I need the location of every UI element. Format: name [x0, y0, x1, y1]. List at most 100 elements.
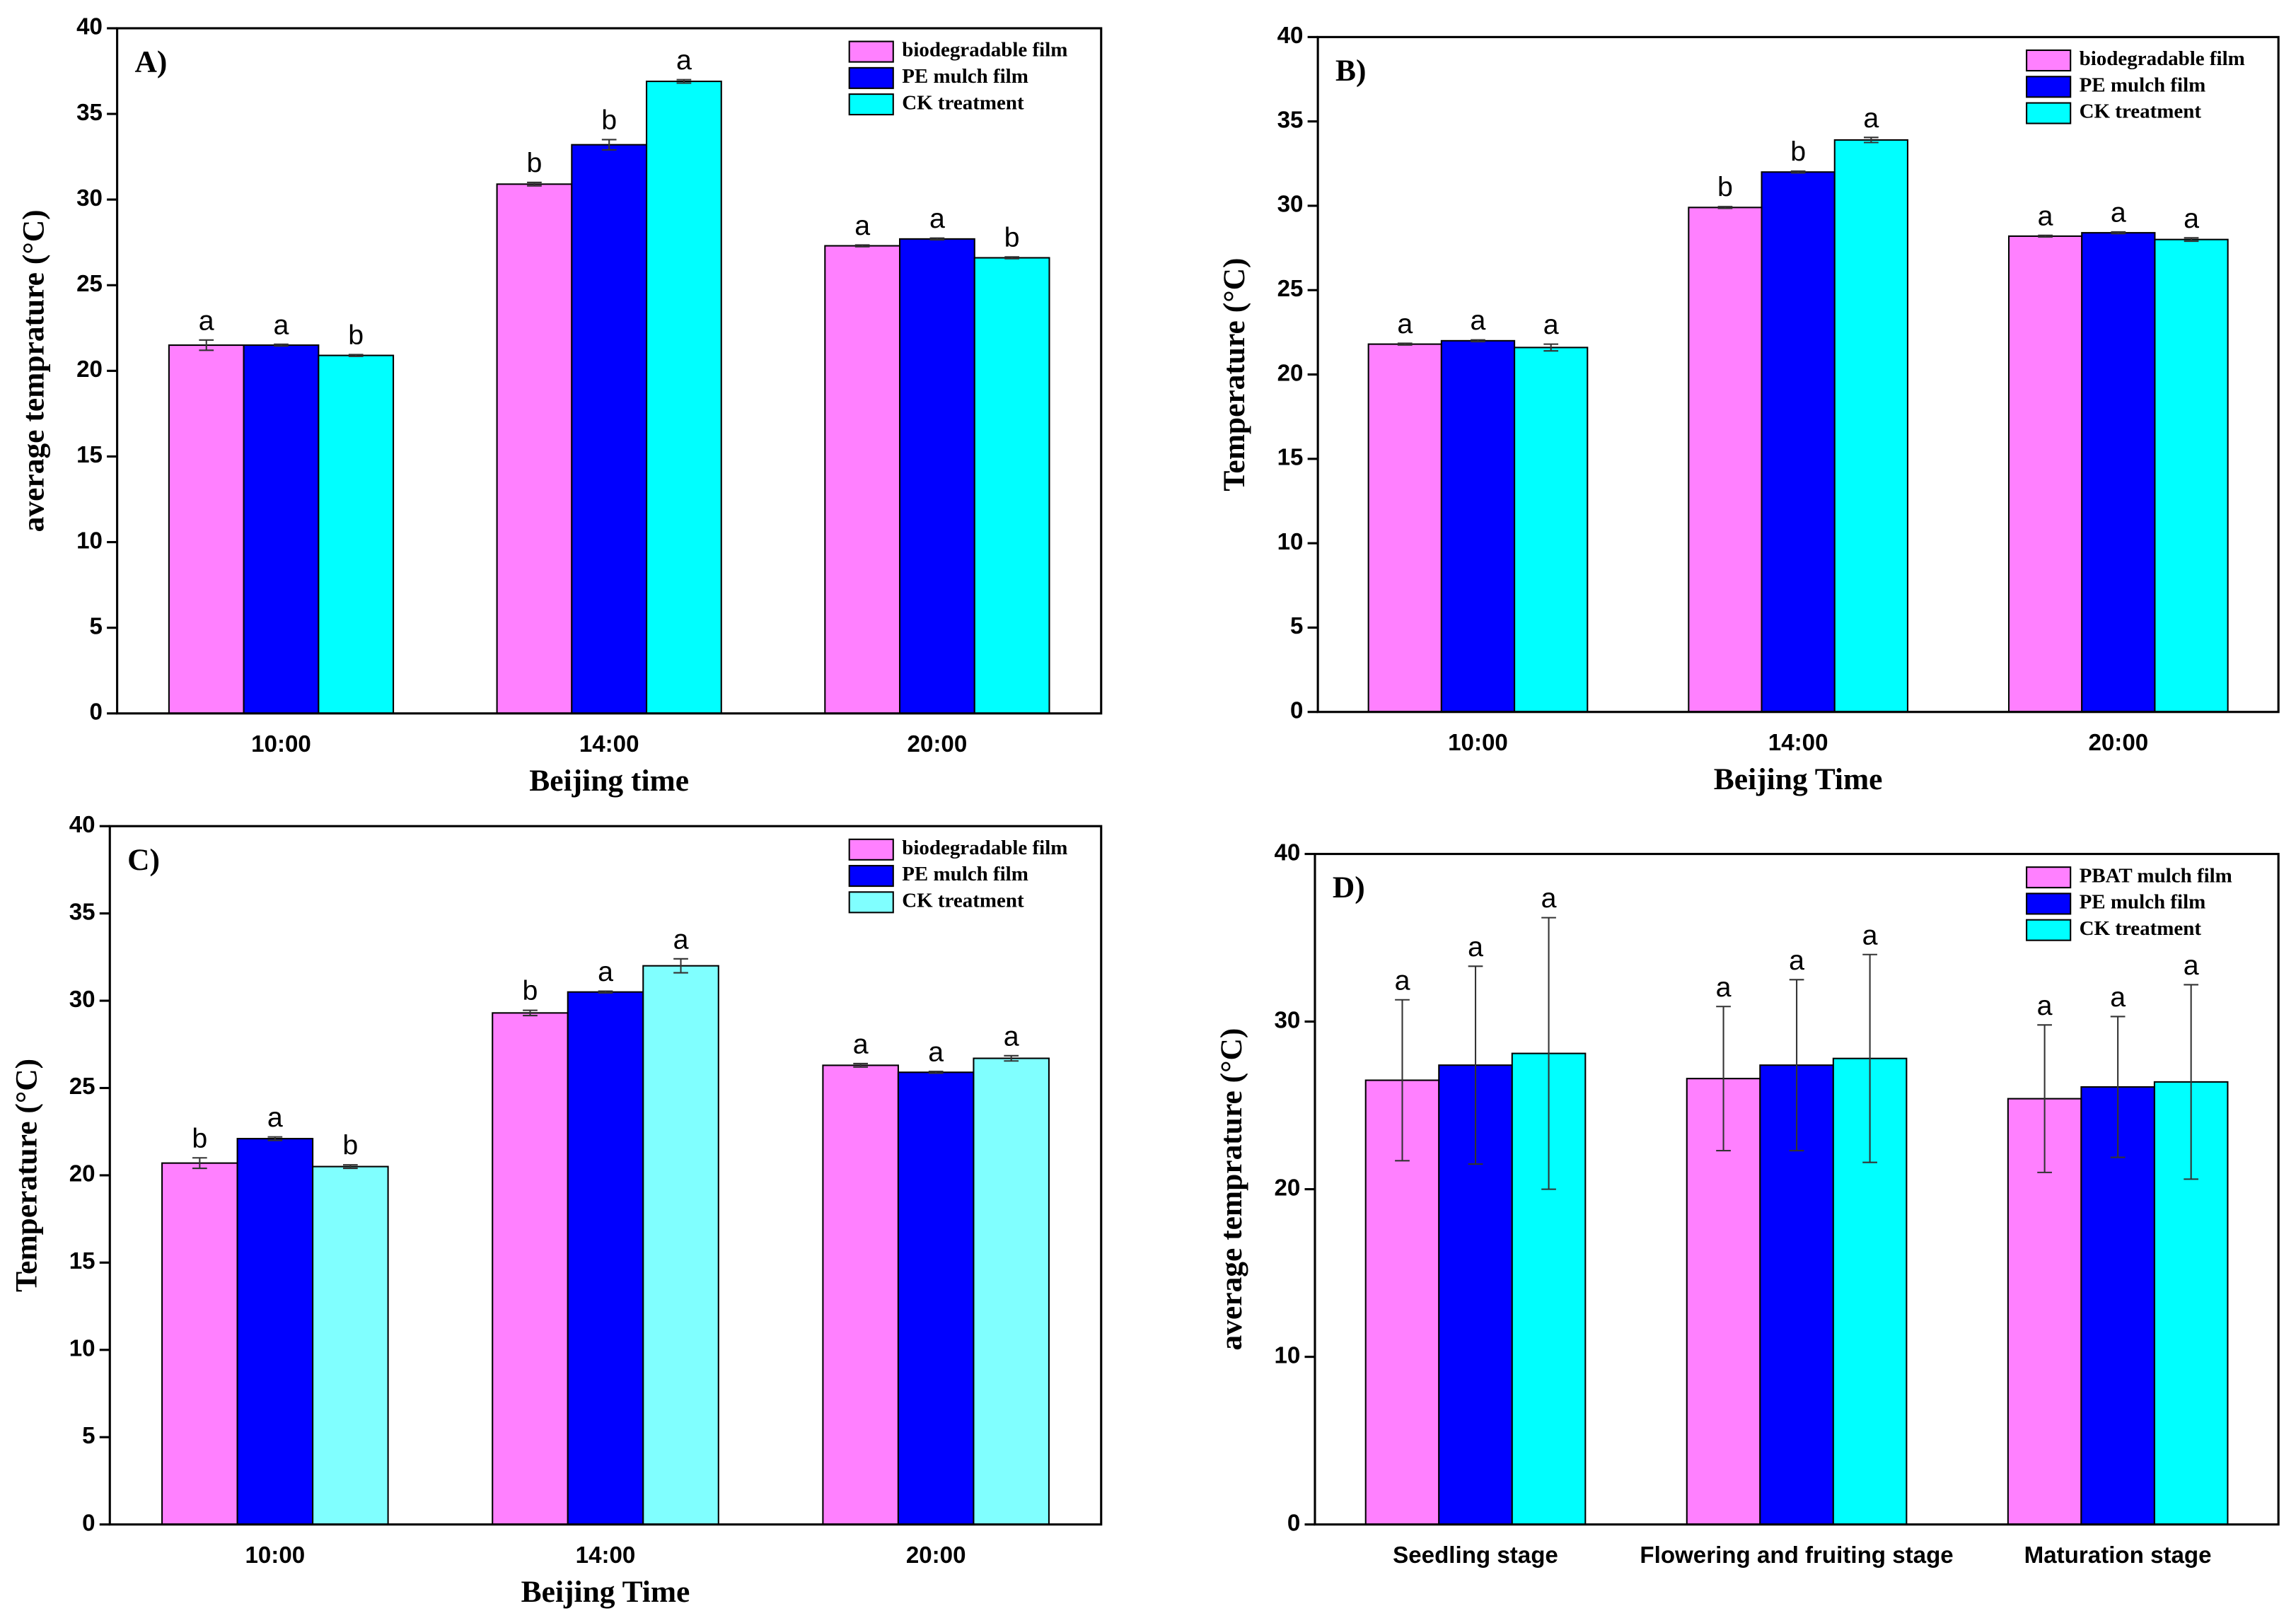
- y-tick-label: 25: [69, 1074, 95, 1100]
- y-tick-label: 40: [1277, 23, 1304, 49]
- error-bar: [1468, 965, 1483, 1165]
- legend-swatch: [2026, 919, 2072, 941]
- y-tick-label: 20: [1277, 360, 1304, 386]
- error-bar: [1541, 917, 1556, 1190]
- legend-swatch: [848, 40, 894, 63]
- error-bar: [192, 1157, 207, 1170]
- significance-letter: a: [854, 210, 870, 241]
- plot-frame: [116, 27, 1103, 715]
- error-bar: [274, 343, 289, 347]
- error-bar: [2111, 231, 2126, 235]
- error-bar: [2184, 984, 2199, 1180]
- significance-letter: b: [1790, 136, 1806, 168]
- bar: [646, 81, 722, 714]
- bar: [243, 344, 320, 714]
- y-tick-label: 15: [69, 1248, 95, 1274]
- legend-label: PE mulch film: [902, 65, 1028, 88]
- bar: [2154, 238, 2229, 713]
- bar: [492, 1012, 569, 1525]
- error-bar: [267, 1136, 283, 1141]
- x-tick-label: 14:00: [1768, 730, 1828, 756]
- legend-swatch: [2026, 102, 2072, 124]
- bar: [318, 354, 395, 714]
- error-bar: [1397, 342, 1413, 346]
- error-bar: [1543, 343, 1559, 352]
- y-tick-label: 35: [76, 100, 103, 126]
- y-tick-label: 15: [1277, 445, 1304, 471]
- significance-letter: a: [2110, 982, 2126, 1013]
- error-bar: [676, 78, 692, 84]
- bar: [2080, 1086, 2155, 1525]
- significance-letter: a: [1862, 919, 1878, 950]
- y-tick-label: 40: [76, 14, 103, 40]
- x-tick-label: 20:00: [906, 1542, 966, 1569]
- y-tick-label: 0: [82, 1510, 95, 1536]
- x-tick-label: 14:00: [579, 731, 639, 757]
- y-tick-label: 30: [1274, 1007, 1300, 1033]
- panel-label: C): [127, 843, 160, 877]
- plot-frame: [1314, 852, 2280, 1526]
- x-tick-label: 14:00: [576, 1542, 636, 1569]
- error-bar: [2038, 234, 2053, 238]
- y-tick-label: 30: [69, 987, 95, 1013]
- bar: [168, 344, 245, 714]
- plot-frame: [1316, 35, 2280, 714]
- legend-label: CK treatment: [2080, 100, 2202, 123]
- legend-label: PE mulch film: [902, 863, 1028, 885]
- y-axis-title: Temperature (°C): [9, 1059, 43, 1292]
- legend-label: biodegradable film: [902, 39, 1067, 62]
- significance-letter: b: [601, 105, 617, 136]
- x-tick-label: Maturation stage: [2024, 1542, 2212, 1569]
- bar: [973, 1057, 1050, 1525]
- error-bar: [527, 181, 542, 187]
- bar: [1759, 1064, 1834, 1525]
- panel-label: A): [134, 45, 167, 79]
- significance-letter: a: [2111, 197, 2126, 228]
- error-bar: [1790, 170, 1806, 174]
- legend-label: PBAT mulch film: [2080, 864, 2232, 887]
- significance-letter: a: [1471, 305, 1486, 336]
- significance-letter: b: [523, 975, 538, 1006]
- error-bar: [601, 139, 617, 151]
- error-bar: [1717, 206, 1733, 209]
- significance-letter: a: [1543, 309, 1559, 340]
- error-bar: [199, 339, 214, 351]
- legend-swatch: [2026, 892, 2072, 915]
- error-bar: [1862, 953, 1877, 1163]
- bar: [898, 238, 975, 714]
- error-bar: [523, 1009, 538, 1017]
- significance-letter: b: [192, 1123, 207, 1154]
- bar: [973, 257, 1050, 714]
- y-tick-label: 10: [76, 528, 103, 554]
- legend-swatch: [2026, 76, 2072, 98]
- y-tick-label: 30: [1277, 192, 1304, 218]
- legend-swatch: [848, 891, 894, 914]
- x-axis-title: Beijing time: [529, 764, 689, 798]
- significance-letter: a: [1004, 1020, 1019, 1052]
- significance-letter: b: [1004, 222, 1020, 253]
- y-tick-label: 0: [89, 699, 102, 726]
- bar: [312, 1165, 389, 1525]
- error-bar: [1789, 979, 1804, 1152]
- y-tick-label: 35: [1277, 107, 1304, 133]
- significance-letter: a: [928, 1037, 944, 1068]
- panel-label: B): [1335, 54, 1366, 88]
- panel-label: D): [1333, 871, 1365, 904]
- bar: [2081, 232, 2156, 713]
- y-tick-label: 20: [69, 1161, 95, 1187]
- error-bar: [673, 958, 688, 974]
- y-tick-label: 10: [1277, 529, 1304, 555]
- bar: [1440, 339, 1516, 713]
- significance-letter: b: [527, 148, 543, 179]
- bar: [567, 991, 644, 1525]
- y-axis-title: average temprature (°C): [1214, 1028, 1248, 1351]
- significance-letter: a: [2038, 200, 2053, 231]
- x-tick-label: 20:00: [908, 731, 968, 757]
- x-tick-label: Seedling stage: [1393, 1542, 1558, 1569]
- error-bar: [343, 1164, 358, 1170]
- y-tick-label: 15: [76, 442, 103, 468]
- significance-letter: a: [199, 305, 214, 336]
- error-bar: [929, 237, 945, 241]
- legend-label: biodegradable film: [2080, 47, 2245, 70]
- significance-letter: a: [1541, 883, 1557, 914]
